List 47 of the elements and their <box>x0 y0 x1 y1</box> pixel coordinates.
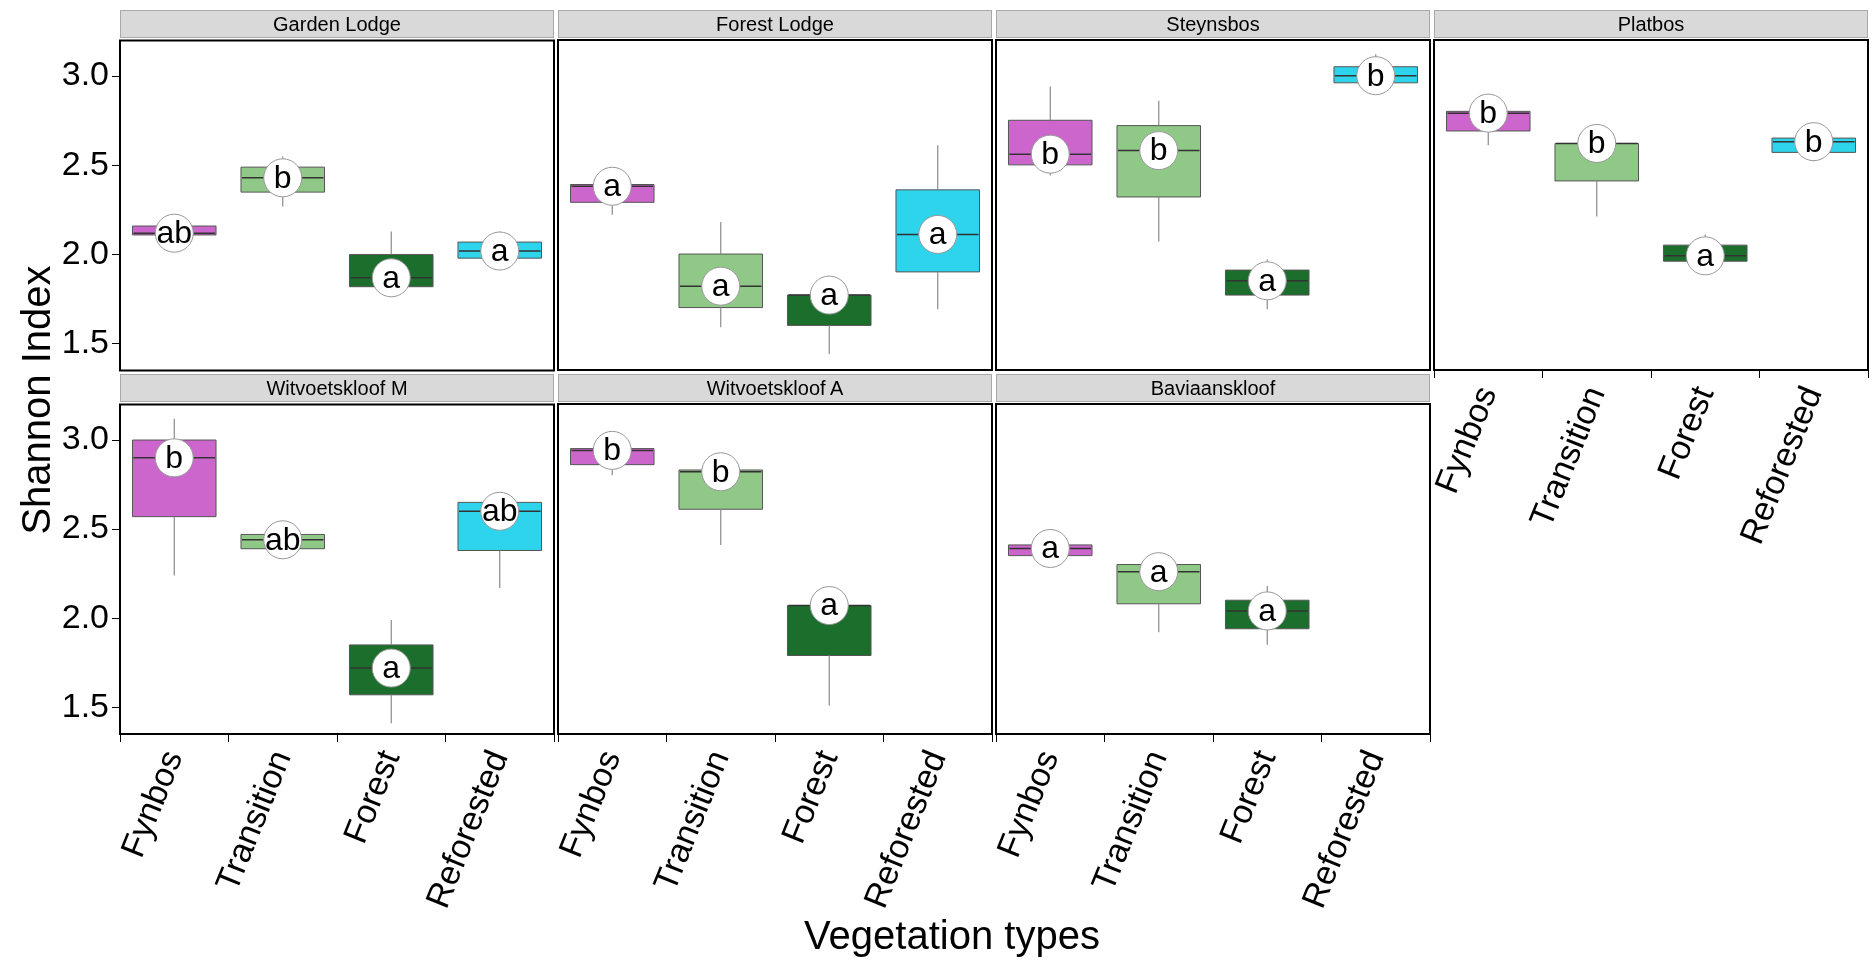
annotation: ab <box>264 520 301 557</box>
y-axis-title: Shannon Index <box>13 265 59 535</box>
x-tick-label: Forest <box>773 744 845 849</box>
y-tick-label: 1.5 <box>61 685 109 724</box>
chart-title: Platbos <box>1434 10 1868 38</box>
chart-title: Witvoetskloof M <box>120 374 554 402</box>
annotation: a <box>382 258 401 295</box>
annotation: b <box>1149 131 1168 168</box>
annotation: b <box>1587 124 1606 161</box>
annotation: b <box>1804 122 1823 159</box>
annotation: a <box>1041 529 1060 566</box>
y-tick-label: 2.5 <box>61 507 109 546</box>
y-tick-label: 3.0 <box>61 418 109 457</box>
annotation: a <box>603 167 622 204</box>
annotation: a <box>1696 236 1715 273</box>
chart-title: Forest Lodge <box>558 10 992 38</box>
annotation: b <box>165 438 184 475</box>
y-tick-label: 1.5 <box>61 322 109 361</box>
annotation: a <box>820 586 839 623</box>
annotation: b <box>273 158 292 195</box>
annotation: b <box>1041 134 1060 171</box>
y-tick-label: 2.0 <box>61 232 109 271</box>
annotation: a <box>711 266 730 303</box>
chart-title: Witvoetskloof A <box>558 374 992 402</box>
chart-title: Baviaanskloof <box>1150 377 1276 399</box>
annotation: a <box>490 231 509 268</box>
x-tick-label: Forest <box>1649 380 1721 485</box>
annotation: a <box>1258 591 1277 628</box>
annotation: a <box>1149 552 1168 589</box>
chart-title: Garden Lodge <box>120 10 554 38</box>
x-axis-title: Vegetation types <box>804 912 1100 958</box>
x-tick-label: Forest <box>335 744 407 849</box>
annotation: b <box>1366 56 1385 93</box>
chart-title: Steynsbos <box>996 10 1430 38</box>
y-tick-label: 2.0 <box>61 596 109 635</box>
annotation: ab <box>156 213 193 250</box>
y-tick-label: 2.5 <box>61 143 109 182</box>
x-tick-label: Forest <box>1211 744 1283 849</box>
annotation: ab <box>481 492 518 529</box>
annotation: b <box>603 431 622 468</box>
annotation: b <box>711 452 730 489</box>
annotation: a <box>928 215 947 252</box>
y-tick-label: 3.0 <box>61 54 109 93</box>
annotation: a <box>382 648 401 685</box>
annotation: a <box>820 275 839 312</box>
annotation: b <box>1479 93 1498 130</box>
annotation: a <box>1258 261 1277 298</box>
